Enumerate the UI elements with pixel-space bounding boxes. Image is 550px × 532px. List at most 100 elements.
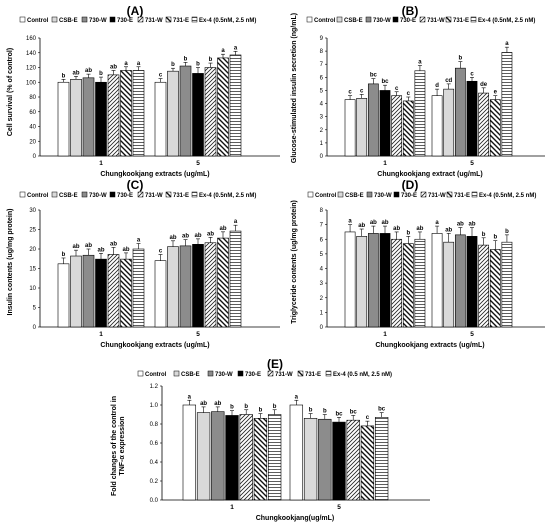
legend-swatch bbox=[81, 16, 88, 23]
significance-label: b bbox=[62, 73, 66, 79]
significance-label: ab bbox=[219, 226, 226, 232]
y-tick-label: 60 bbox=[29, 110, 36, 116]
y-tick-label: 80 bbox=[29, 95, 36, 101]
significance-label: ab bbox=[370, 220, 377, 226]
legend-swatch bbox=[267, 370, 274, 377]
significance-label: b bbox=[406, 230, 410, 236]
significance-label: b bbox=[99, 71, 103, 77]
y-tick-label: 20 bbox=[29, 247, 36, 253]
legend-swatch bbox=[191, 191, 198, 198]
bar bbox=[489, 249, 501, 328]
legend-label: 731-W bbox=[145, 193, 163, 199]
legend-item: 730-E bbox=[109, 16, 133, 24]
legend-swatch bbox=[307, 191, 314, 198]
bar bbox=[501, 52, 513, 157]
significance-label: b bbox=[184, 56, 188, 62]
legend-label: 730-W bbox=[215, 372, 233, 378]
legend-label: 731-E bbox=[173, 18, 189, 24]
legend-label: CSB-E bbox=[59, 193, 78, 199]
panel-letter: (E) bbox=[267, 357, 283, 371]
bar bbox=[154, 81, 167, 157]
legend-item: CSB-E bbox=[51, 191, 78, 199]
legend-label: 731-W bbox=[428, 193, 446, 199]
bar bbox=[95, 258, 107, 328]
significance-label: ab bbox=[85, 68, 92, 74]
legend-label: 731-E bbox=[173, 193, 189, 199]
legend-item: 731-E bbox=[446, 191, 470, 199]
bar bbox=[443, 88, 455, 157]
significance-label: ab bbox=[169, 235, 176, 241]
y-tick-label: 5 bbox=[320, 252, 324, 258]
legend-item: 730-W bbox=[207, 370, 233, 378]
significance-label: ab bbox=[200, 401, 207, 407]
legend-swatch bbox=[393, 191, 400, 198]
significance-label: a bbox=[137, 238, 141, 244]
significance-label: a bbox=[505, 41, 509, 47]
bar bbox=[132, 70, 145, 157]
legend-item: 730-W bbox=[365, 16, 391, 24]
bar bbox=[289, 404, 304, 501]
y-axis-label: Glucose-stimulated insulin secretion (ng… bbox=[291, 13, 298, 163]
legend-label: 731-W bbox=[145, 18, 163, 24]
legend-swatch bbox=[137, 16, 144, 23]
y-tick-label: 2 bbox=[320, 296, 324, 302]
bar bbox=[196, 412, 211, 501]
significance-label: a bbox=[295, 394, 299, 400]
significance-label: ab bbox=[457, 222, 464, 228]
legend-label: 730-E bbox=[400, 18, 416, 24]
y-tick-label: 5 bbox=[320, 88, 324, 94]
legend-swatch bbox=[392, 16, 399, 23]
significance-label: d bbox=[435, 83, 439, 89]
y-tick-label: 40 bbox=[29, 125, 36, 131]
panel-letter: (A) bbox=[127, 4, 144, 18]
bar bbox=[367, 233, 379, 328]
legend-label: Ex-4 (0.5 nM, 2.5 nM) bbox=[333, 372, 392, 378]
bar bbox=[57, 81, 70, 157]
bar bbox=[57, 263, 70, 328]
x-tick-label: 1 bbox=[383, 331, 387, 338]
x-tick-label: 1 bbox=[230, 504, 234, 511]
chart-panel-d: (D) Control CSB-E 730-W 730-E 731-W 731-E Ex-4… bbox=[291, 178, 545, 349]
significance-label: b bbox=[505, 229, 509, 235]
y-tick-label: 0 bbox=[320, 154, 324, 160]
y-tick-label: 7 bbox=[320, 62, 324, 68]
legend-swatch bbox=[173, 370, 180, 377]
legend-label: 731-W bbox=[275, 372, 293, 378]
legend-swatch bbox=[366, 191, 373, 198]
legend-swatch bbox=[19, 191, 26, 198]
legend-item: Ex-4 (0.5nM, 2.5 nM) bbox=[470, 16, 535, 24]
legend-label: 730-E bbox=[117, 18, 133, 24]
bar bbox=[501, 241, 513, 328]
legend-item: 731-E bbox=[165, 16, 189, 24]
significance-label: cd bbox=[445, 78, 452, 84]
legend-swatch bbox=[365, 16, 372, 23]
bar bbox=[239, 414, 253, 501]
bar bbox=[303, 417, 318, 501]
bar bbox=[70, 79, 82, 157]
x-tick-label: 5 bbox=[470, 160, 474, 167]
x-tick-label: 5 bbox=[196, 331, 200, 338]
bar bbox=[344, 99, 356, 157]
legend-swatch bbox=[51, 191, 58, 198]
legend-swatch bbox=[81, 191, 88, 198]
bar bbox=[229, 230, 242, 328]
significance-label: ab bbox=[468, 222, 475, 228]
legend-label: 730-W bbox=[374, 193, 392, 199]
bar bbox=[402, 100, 414, 157]
y-tick-label: 6 bbox=[320, 237, 324, 243]
significance-label: bc bbox=[350, 409, 358, 415]
legend-swatch bbox=[137, 191, 144, 198]
legend-item: 730-E bbox=[392, 16, 416, 24]
y-tick-label: 120 bbox=[26, 66, 37, 72]
legend-item: 731-W bbox=[419, 16, 445, 24]
bar bbox=[431, 95, 443, 157]
significance-label: c bbox=[470, 71, 474, 77]
bar bbox=[379, 90, 391, 157]
bar bbox=[414, 70, 426, 157]
legend-item: 731-E bbox=[445, 16, 469, 24]
y-tick-label: 8 bbox=[320, 208, 324, 214]
bar bbox=[179, 245, 192, 328]
legend-item: Control bbox=[19, 191, 49, 199]
significance-label: ab bbox=[194, 233, 201, 239]
